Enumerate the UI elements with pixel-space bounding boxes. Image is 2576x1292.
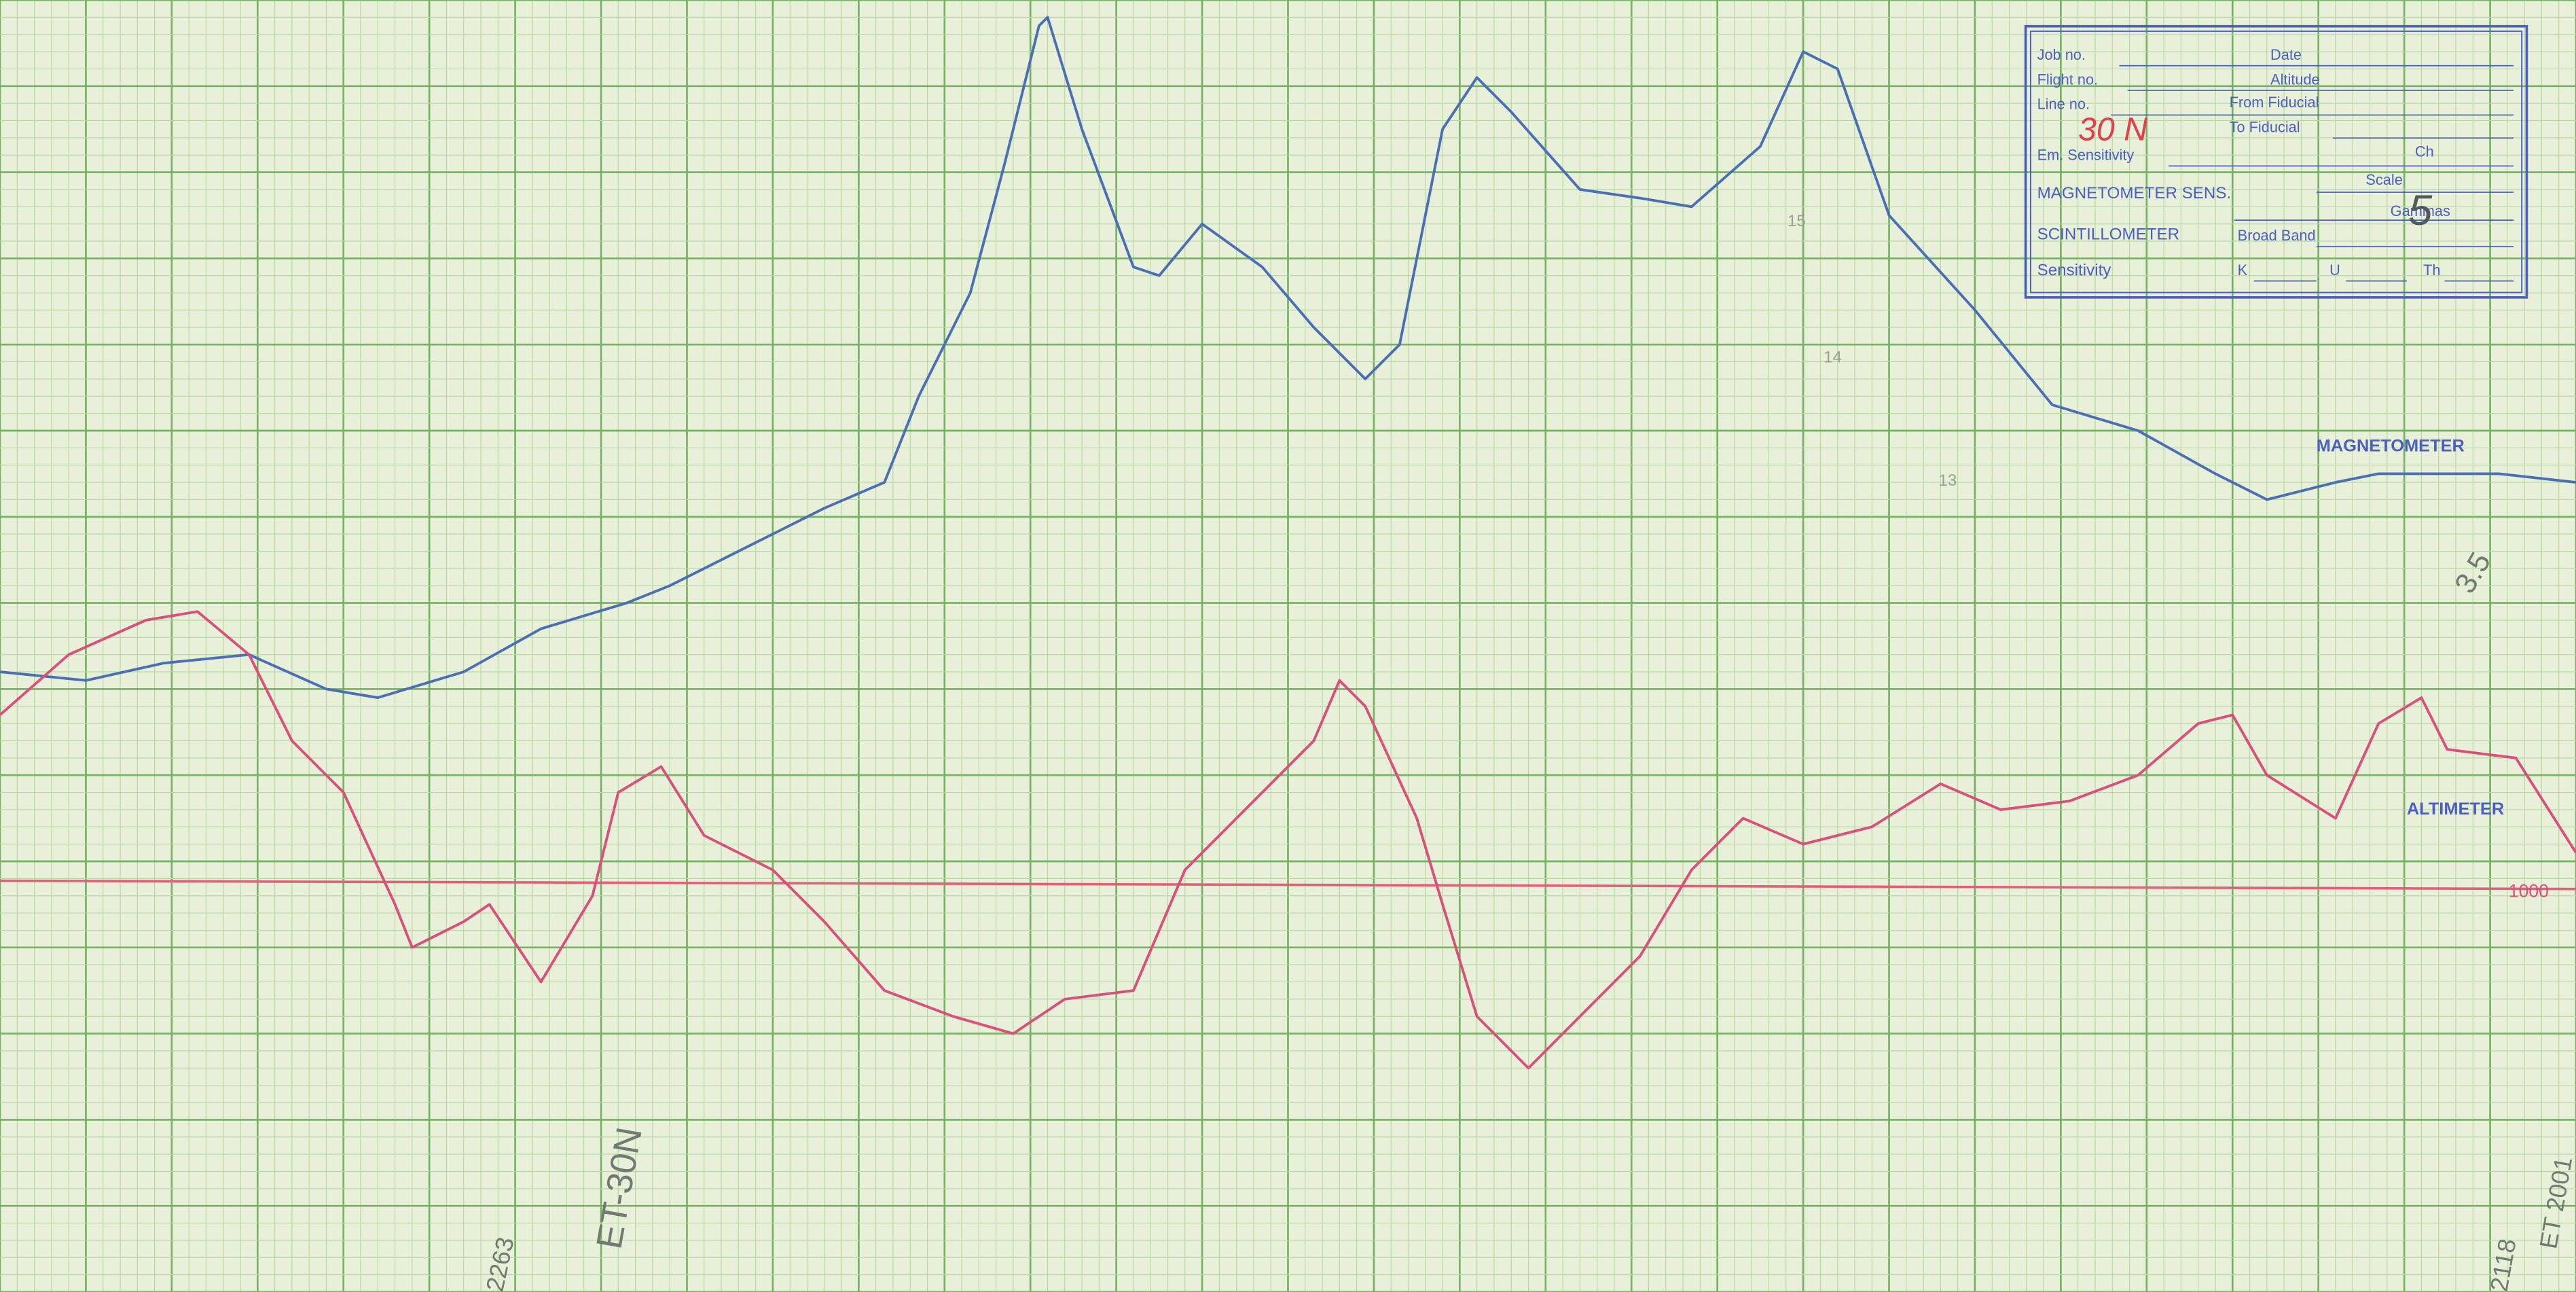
stamp-field: Broad Band	[2238, 227, 2316, 244]
stamp-entry: 5	[2408, 187, 2433, 234]
stamp-field: Sensitivity	[2037, 262, 2112, 280]
stamp-field: K	[2238, 262, 2248, 279]
stamp-field: To Fiducial	[2230, 118, 2300, 135]
stamp-field: Th	[2423, 262, 2440, 279]
stamp-field: Scale	[2365, 171, 2402, 188]
annotation: 13	[1938, 471, 1957, 490]
stamp-field: Date	[2270, 46, 2302, 63]
stamp-field: Em. Sensitivity	[2037, 147, 2135, 164]
series-label: MAGNETOMETER	[2317, 437, 2465, 456]
trace-line	[0, 610, 2576, 1070]
annotation: 1000	[2509, 881, 2549, 901]
reference-line	[0, 879, 2576, 891]
stamp: Job no. Date Flight no. Altitude Line no. Fro…	[2024, 24, 2528, 299]
stamp-entry: 30 N	[2078, 111, 2147, 147]
stamp-rules	[2111, 65, 2514, 282]
stamp-border	[2024, 24, 2528, 299]
annotation: 14	[1824, 348, 1842, 367]
stamp-field: U	[2329, 262, 2340, 279]
stamp-field: MAGNETOMETER SENS.	[2037, 184, 2232, 202]
stamp-field: Flight no.	[2037, 71, 2099, 88]
stamp-field: From Fiducial	[2230, 94, 2319, 111]
trace-line	[0, 16, 2576, 700]
stamp-field: Gammas	[2391, 202, 2450, 219]
stamp-field: Ch	[2415, 143, 2434, 160]
stamp-border	[2029, 30, 2523, 293]
stamp-field: Job no.	[2037, 46, 2086, 63]
stamp-field: Line no.	[2037, 96, 2090, 113]
stamp-field: SCINTILLOMETER	[2037, 225, 2180, 243]
annotation: 15	[1788, 212, 1806, 230]
series-label: ALTIMETER	[2407, 800, 2504, 819]
stamp-field: Altitude	[2270, 71, 2320, 88]
plot: MAGNETOMETER ALTIMETER	[0, 16, 2576, 1070]
